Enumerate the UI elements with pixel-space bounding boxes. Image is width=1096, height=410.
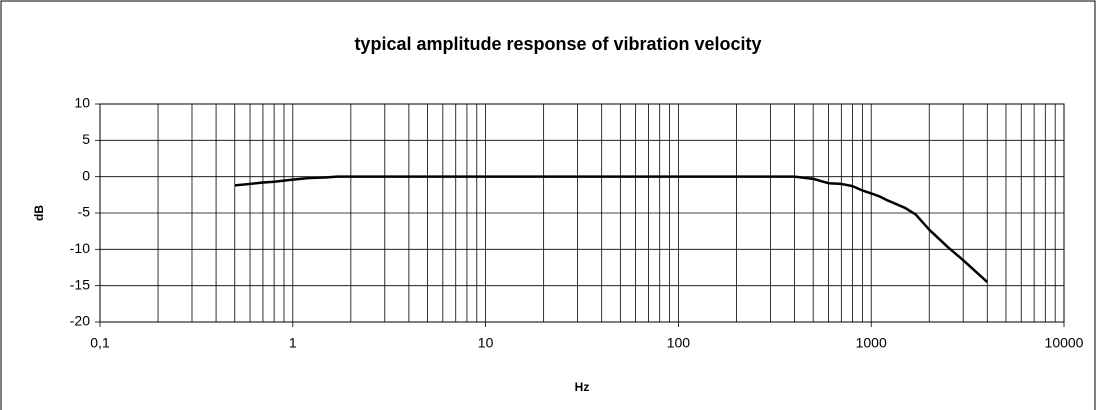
y-tick-label: -15 (70, 276, 90, 292)
y-tick-label: 5 (82, 131, 90, 147)
chart-title: typical amplitude response of vibration … (354, 34, 761, 54)
x-tick-label: 100 (667, 335, 691, 351)
x-tick-label: 10 (478, 335, 494, 351)
data-line (234, 175, 989, 283)
x-tick-label: 10000 (1045, 335, 1084, 351)
x-tick-label: 1 (289, 335, 297, 351)
y-tick-label: -10 (70, 240, 90, 256)
y-tick-label: 10 (74, 95, 90, 111)
y-tick-label: -20 (70, 313, 90, 329)
x-tick-label: 0,1 (90, 335, 110, 351)
y-tick-label: -5 (78, 204, 91, 220)
x-axis-label: Hz (575, 380, 590, 394)
y-tick-label: 0 (82, 167, 90, 183)
y-axis-label: dB (32, 205, 46, 221)
x-tick-label: 1000 (856, 335, 887, 351)
